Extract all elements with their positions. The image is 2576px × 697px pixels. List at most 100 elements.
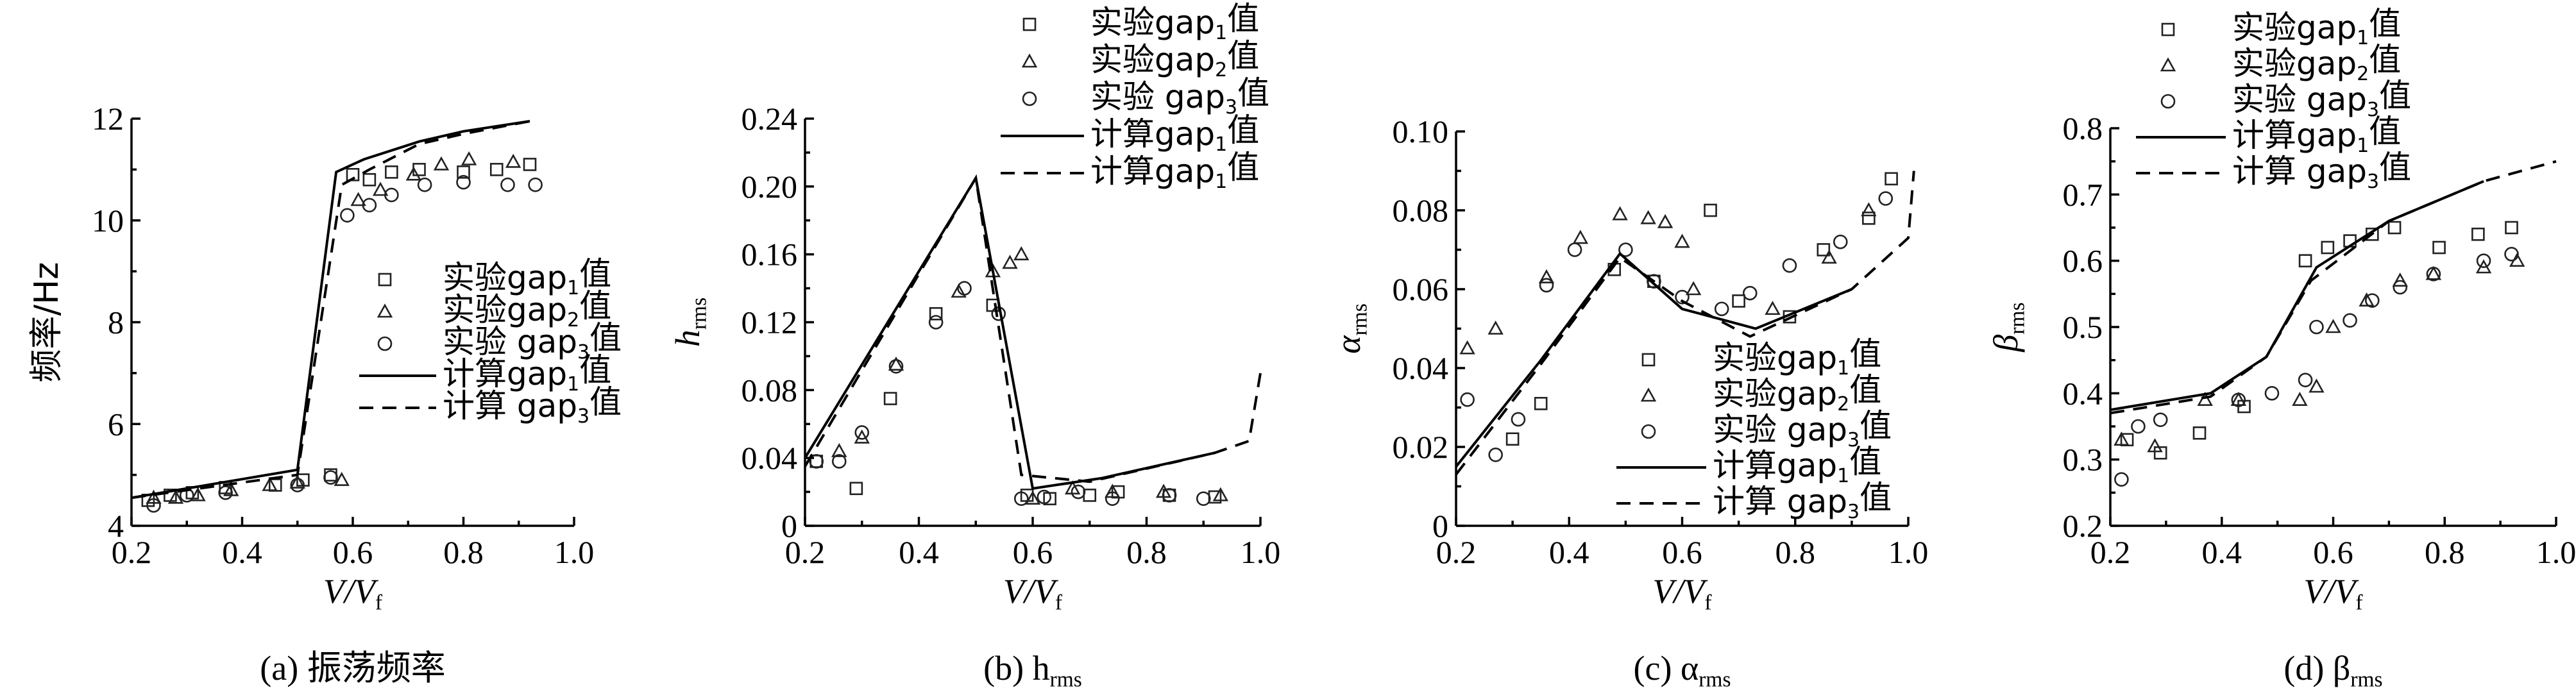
data-point — [1487, 320, 1504, 335]
data-point — [2432, 240, 2446, 255]
data-point — [289, 474, 305, 489]
chart-d: 0.2 0.4 0.6 0.8 1.0 0.2 0.3 0.4 0.5 0.6 0.7 0.8 V/Vf… — [1987, 5, 2576, 692]
legend-label: 计算 gap3值 — [1713, 479, 1892, 523]
x-tick-label: 1.0 — [1888, 534, 1929, 570]
legend-swatch — [1022, 17, 1037, 31]
y-tick-label: 0.3 — [2063, 442, 2103, 478]
x-tick-label: 0.2 — [112, 534, 152, 570]
data-point — [2230, 391, 2247, 406]
legend-label: 计算gap1值 — [1090, 112, 1259, 156]
legend-label: 实验gap1值 — [443, 255, 611, 299]
x-tick-label: 0.2 — [785, 534, 826, 570]
y-tick-label: 8 — [108, 305, 124, 340]
data-point — [1647, 274, 1661, 289]
data-point — [831, 442, 847, 457]
data-point — [146, 489, 162, 504]
x-axis-label: V/Vf — [323, 572, 383, 615]
y-tick-label: 0.8 — [2063, 110, 2103, 146]
y-tick-label: 0.10 — [1393, 113, 1449, 149]
legend-label: 实验gap1值 — [1713, 335, 1881, 380]
series-3: 计算gap1值 — [131, 120, 611, 500]
data-point — [461, 151, 477, 165]
data-point — [2114, 431, 2130, 446]
data-point — [372, 181, 389, 196]
series-line — [804, 174, 1216, 491]
y-tick-label: 0 — [1432, 508, 1448, 544]
data-point — [362, 197, 377, 213]
y-tick-label: 0.7 — [2063, 176, 2103, 212]
data-point — [2393, 280, 2408, 295]
data-point — [1024, 490, 1041, 505]
y-tick-label: 0.08 — [1393, 192, 1449, 228]
x-tick-label: 0.8 — [2425, 534, 2465, 570]
data-point — [1083, 489, 1097, 502]
data-point — [1505, 432, 1520, 446]
data-point — [1071, 484, 1086, 500]
data-point — [1821, 249, 1837, 264]
y-tick-label: 0.12 — [741, 305, 798, 340]
data-point — [362, 172, 377, 187]
data-point — [1782, 258, 1797, 273]
data-point — [809, 454, 824, 469]
series-1: 实验gap2值 — [2114, 41, 2525, 453]
series-2: 实验 gap3值 — [2114, 77, 2519, 487]
y-tick-label: 0.5 — [2063, 309, 2103, 345]
series-line — [804, 174, 1262, 483]
data-point — [405, 166, 422, 181]
data-point — [1765, 301, 1781, 315]
series-line — [1455, 251, 1852, 468]
chart-caption: (b) hrms — [983, 649, 1082, 692]
legend-label: 实验 gap3值 — [1090, 74, 1269, 119]
y-tick-label: 0.6 — [2063, 243, 2103, 279]
data-point — [528, 177, 543, 192]
y-tick-label: 0 — [781, 508, 797, 544]
chart-caption: (a) 振荡频率 — [260, 649, 445, 687]
data-point — [1885, 172, 1898, 186]
series-line — [131, 120, 530, 500]
data-point — [417, 177, 432, 192]
data-point — [2309, 319, 2324, 335]
series-4: 计算 gap3值 — [2110, 149, 2557, 415]
data-point — [1013, 491, 1029, 506]
legend-label: 计算gap1值 — [443, 351, 611, 396]
data-point — [190, 487, 206, 501]
data-point — [457, 165, 470, 179]
y-tick-label: 0.4 — [2063, 375, 2103, 411]
y-tick-label: 0.16 — [741, 237, 798, 273]
data-point — [2425, 265, 2442, 280]
x-tick-label: 0.4 — [899, 534, 939, 570]
data-point — [1212, 487, 1229, 501]
data-point — [1685, 281, 1702, 296]
x-tick-label: 0.8 — [443, 534, 484, 570]
data-point — [929, 307, 943, 321]
series-line — [2110, 180, 2484, 412]
series-0: 实验gap1值 — [809, 0, 1259, 505]
y-axis-label: hrms — [668, 298, 711, 347]
x-axis-label: V/Vf — [1003, 572, 1063, 615]
x-axis-label: V/Vf — [2303, 572, 2363, 615]
data-point — [1833, 234, 1848, 249]
data-point — [1459, 340, 1475, 355]
data-point — [2298, 254, 2312, 267]
x-tick-label: 1.0 — [1241, 534, 1281, 570]
x-tick-label: 0.6 — [333, 534, 373, 570]
data-point — [489, 163, 504, 176]
data-point — [1534, 397, 1548, 410]
series-2: 实验 gap3值 — [809, 74, 1269, 506]
legend-label: 计算 gap3值 — [443, 383, 622, 428]
chart-caption: (c) αrms — [1634, 649, 1731, 692]
legend-swatch — [1021, 53, 1038, 68]
legend-label: 实验gap2值 — [443, 287, 611, 332]
x-tick-label: 0.2 — [2090, 534, 2131, 570]
data-point — [1675, 289, 1690, 305]
data-point — [888, 356, 904, 371]
y-tick-label: 10 — [92, 203, 124, 239]
x-tick-label: 0.2 — [1436, 534, 1477, 570]
legend-swatch — [2161, 22, 2175, 37]
legend-swatch — [378, 273, 392, 287]
legend-swatch — [377, 303, 393, 318]
data-point — [384, 187, 399, 203]
data-point — [2325, 319, 2341, 333]
data-point — [1714, 301, 1729, 317]
